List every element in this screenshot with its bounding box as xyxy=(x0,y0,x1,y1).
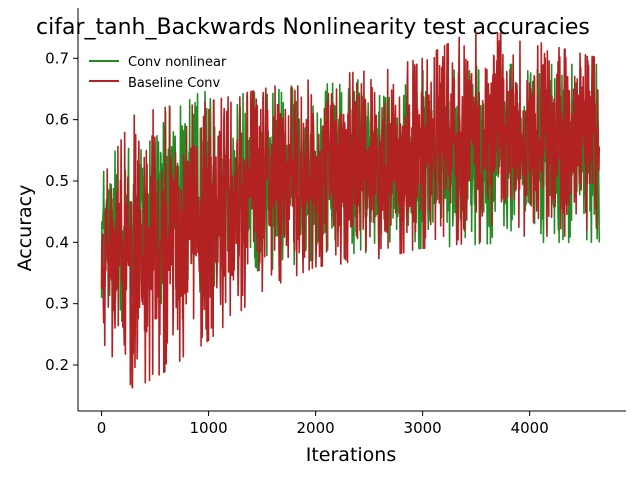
legend: Conv nonlinear Baseline Conv xyxy=(89,55,227,91)
x-tick-label: 2000 xyxy=(297,419,335,437)
x-axis-label: Iterations xyxy=(306,444,397,466)
legend-label-conv-nonlinear: Conv nonlinear xyxy=(128,55,227,70)
x-tick-label: 0 xyxy=(97,419,107,437)
legend-label-baseline-conv: Baseline Conv xyxy=(128,76,221,91)
y-tick-label: 0.2 xyxy=(45,356,69,374)
y-axis-label: Accuracy xyxy=(14,185,36,272)
y-tick-label: 0.7 xyxy=(45,49,69,67)
x-tick-label: 1000 xyxy=(189,419,227,437)
y-tick-label: 0.3 xyxy=(45,295,69,313)
axes-layer: 0 1000 2000 3000 4000 0.2 0.3 0.4 0.5 0.6 0.7 xyxy=(45,8,626,437)
y-tick-label: 0.4 xyxy=(45,233,69,251)
chart-title: cifar_tanh_Backwards Nonlinearity test a… xyxy=(36,15,590,40)
x-tick-label: 3000 xyxy=(404,419,442,437)
y-tick-label: 0.5 xyxy=(45,172,69,190)
series-line-baseline-conv xyxy=(100,31,601,389)
y-tick-label: 0.6 xyxy=(45,111,69,129)
x-tick-label: 4000 xyxy=(511,419,549,437)
series-layer xyxy=(100,31,601,389)
